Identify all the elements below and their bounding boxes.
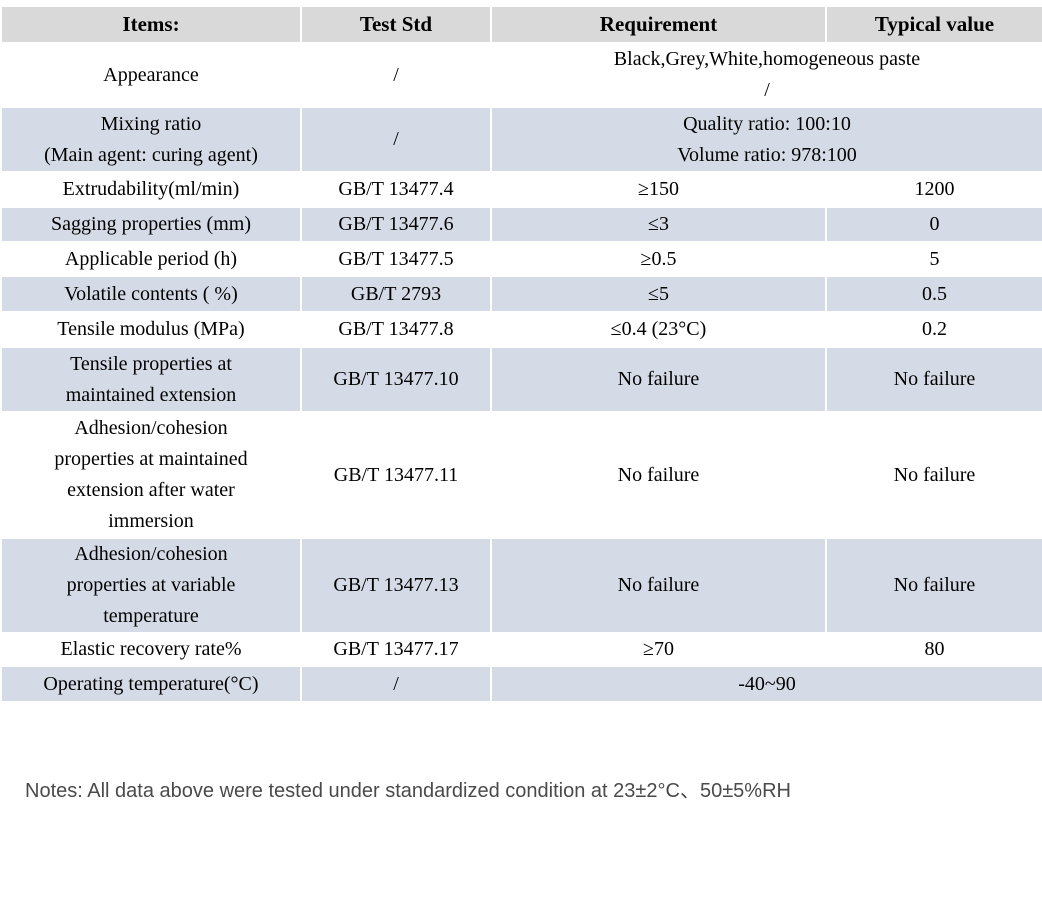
row-tensile-properties: Tensile properties at maintained extensi…: [0, 346, 1042, 413]
cell-item: Operating temperature(°C): [0, 665, 302, 703]
cell-requirement-merged: -40~90: [490, 665, 1042, 703]
cell-test-std: GB/T 13477.6: [300, 206, 492, 243]
row-tensile-modulus: Tensile modulus (MPa) GB/T 13477.8 ≤0.4 …: [0, 311, 1042, 348]
cell-typical-value: No failure: [825, 411, 1042, 539]
cell-requirement: ≤3: [490, 206, 827, 243]
cell-requirement: ≥0.5: [490, 241, 827, 277]
cell-item: Volatile contents ( %): [0, 275, 302, 313]
cell-test-std: GB/T 13477.13: [300, 537, 492, 634]
cell-typical-value: 0.5: [825, 275, 1042, 313]
cell-requirement: No failure: [490, 411, 827, 539]
cell-item: Tensile properties at maintained extensi…: [0, 346, 302, 413]
cell-item: Elastic recovery rate%: [0, 632, 302, 667]
cell-requirement: ≤5: [490, 275, 827, 313]
cell-item: Extrudability(ml/min): [0, 171, 302, 208]
cell-item: Sagging properties (mm): [0, 206, 302, 243]
cell-requirement: ≥70: [490, 632, 827, 667]
cell-test-std: GB/T 13477.4: [300, 171, 492, 208]
cell-test-std: GB/T 13477.5: [300, 241, 492, 277]
column-header-typical-value: Typical value: [825, 5, 1042, 44]
row-elastic-recovery: Elastic recovery rate% GB/T 13477.17 ≥70…: [0, 632, 1042, 667]
cell-item: Applicable period (h): [0, 241, 302, 277]
row-volatile-contents: Volatile contents ( %) GB/T 2793 ≤5 0.5: [0, 275, 1042, 313]
cell-item: Adhesion/cohesion properties at maintain…: [0, 411, 302, 539]
cell-test-std: GB/T 13477.8: [300, 311, 492, 348]
row-operating-temperature: Operating temperature(°C) / -40~90: [0, 665, 1042, 703]
notes-text: Notes: All data above were tested under …: [25, 780, 791, 802]
row-applicable-period: Applicable period (h) GB/T 13477.5 ≥0.5 …: [0, 241, 1042, 277]
cell-typical-value: 0.2: [825, 311, 1042, 348]
column-header-test-std: Test Std: [300, 5, 492, 44]
cell-typical-value: No failure: [825, 537, 1042, 634]
cell-requirement: No failure: [490, 346, 827, 413]
cell-requirement-merged: Quality ratio: 100:10 Volume ratio: 978:…: [490, 106, 1042, 173]
cell-requirement-merged: Black,Grey,White,homogeneous paste /: [490, 42, 1042, 108]
cell-test-std: /: [300, 42, 492, 108]
cell-requirement: ≥150: [490, 171, 827, 208]
row-appearance: Appearance / Black,Grey,White,homogeneou…: [0, 42, 1042, 108]
cell-test-std: GB/T 13477.17: [300, 632, 492, 667]
row-adhesion-variable-temperature: Adhesion/cohesion properties at variable…: [0, 537, 1042, 634]
cell-requirement: ≤0.4 (23°C): [490, 311, 827, 348]
cell-typical-value: 5: [825, 241, 1042, 277]
row-adhesion-water-immersion: Adhesion/cohesion properties at maintain…: [0, 411, 1042, 539]
cell-typical-value: 1200: [825, 171, 1042, 208]
cell-requirement: No failure: [490, 537, 827, 634]
cell-typical-value: 0: [825, 206, 1042, 243]
cell-test-std: GB/T 13477.11: [300, 411, 492, 539]
row-mixing-ratio: Mixing ratio (Main agent: curing agent) …: [0, 106, 1042, 173]
cell-test-std: GB/T 2793: [300, 275, 492, 313]
cell-typical-value: No failure: [825, 346, 1042, 413]
column-header-items: Items:: [0, 5, 302, 44]
row-extrudability: Extrudability(ml/min) GB/T 13477.4 ≥150 …: [0, 171, 1042, 208]
spec-table: Items: Test Std Requirement Typical valu…: [0, 5, 1042, 703]
cell-test-std: /: [300, 106, 492, 173]
cell-item: Tensile modulus (MPa): [0, 311, 302, 348]
header-row: Items: Test Std Requirement Typical valu…: [0, 5, 1042, 44]
column-header-requirement: Requirement: [490, 5, 827, 44]
cell-typical-value: 80: [825, 632, 1042, 667]
cell-test-std: GB/T 13477.10: [300, 346, 492, 413]
cell-item: Mixing ratio (Main agent: curing agent): [0, 106, 302, 173]
cell-item: Appearance: [0, 42, 302, 108]
cell-item: Adhesion/cohesion properties at variable…: [0, 537, 302, 634]
row-sagging-properties: Sagging properties (mm) GB/T 13477.6 ≤3 …: [0, 206, 1042, 243]
cell-test-std: /: [300, 665, 492, 703]
